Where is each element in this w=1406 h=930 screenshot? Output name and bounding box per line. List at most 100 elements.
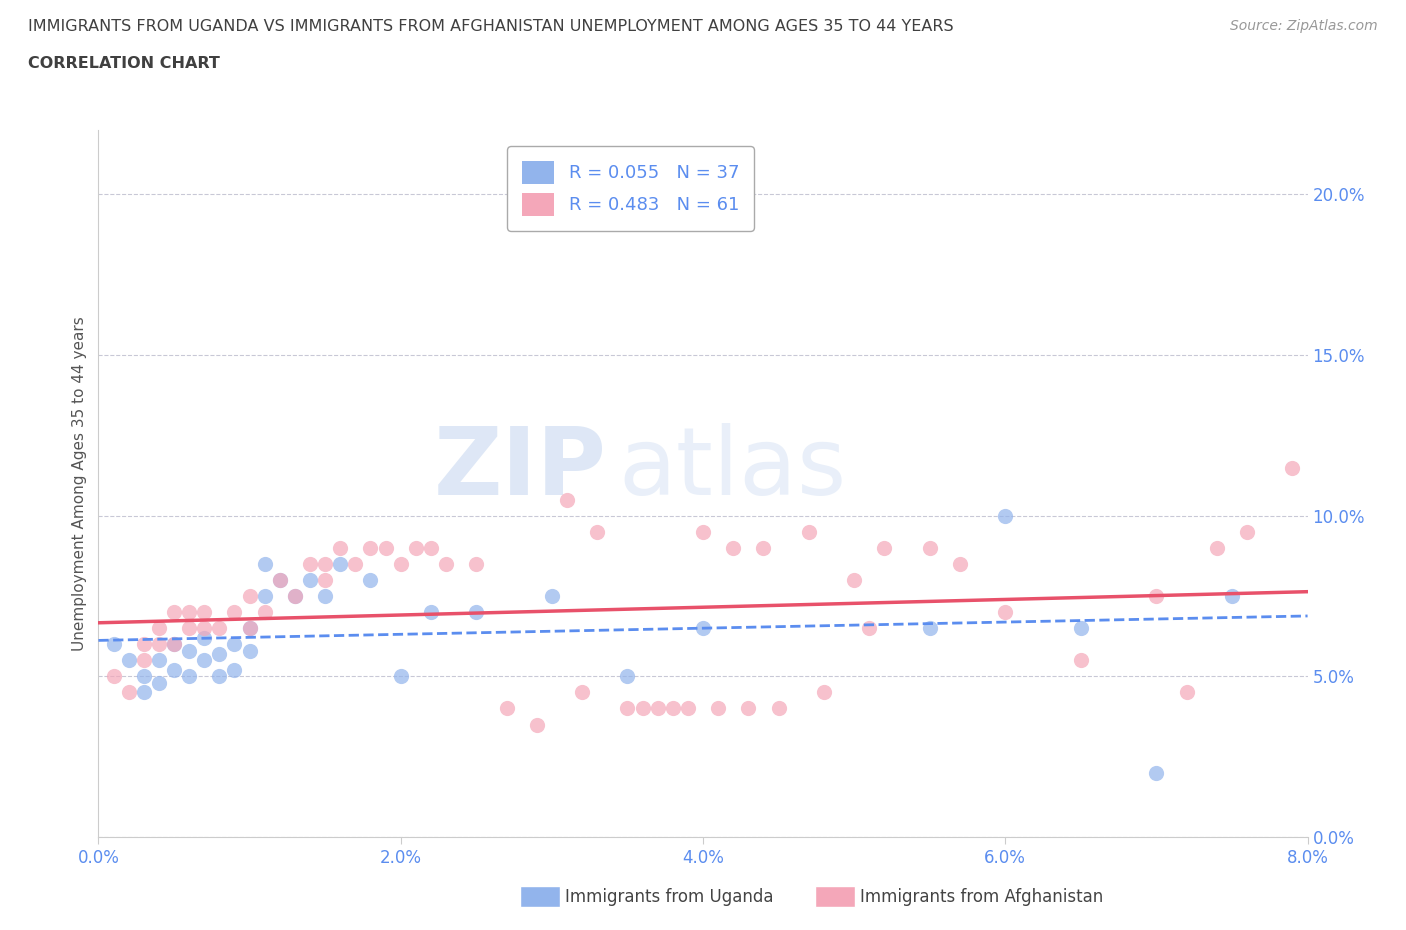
Point	[420, 604, 443, 619]
Text: Immigrants from Afghanistan: Immigrants from Afghanistan	[860, 887, 1104, 906]
Point	[163, 637, 186, 652]
Point	[873, 540, 896, 555]
Point	[193, 631, 215, 645]
Point	[813, 685, 835, 700]
Point	[224, 637, 246, 652]
Point	[797, 525, 820, 539]
Point	[284, 589, 307, 604]
Point	[253, 589, 276, 604]
Point	[676, 701, 699, 716]
Point	[299, 573, 322, 588]
Point	[132, 669, 155, 684]
Point	[994, 604, 1017, 619]
Point	[1146, 589, 1168, 604]
Point	[208, 620, 231, 635]
Point	[1070, 653, 1092, 668]
Text: ZIP: ZIP	[433, 423, 606, 515]
Point	[844, 573, 866, 588]
Point	[253, 604, 276, 619]
Point	[132, 685, 155, 700]
Point	[193, 653, 215, 668]
Point	[269, 573, 291, 588]
Y-axis label: Unemployment Among Ages 35 to 44 years: Unemployment Among Ages 35 to 44 years	[72, 316, 87, 651]
Point	[555, 492, 578, 507]
Point	[692, 620, 714, 635]
Point	[465, 604, 488, 619]
Point	[224, 662, 246, 677]
Point	[1175, 685, 1198, 700]
Point	[239, 589, 262, 604]
Point	[752, 540, 775, 555]
Point	[224, 604, 246, 619]
Point	[707, 701, 730, 716]
Point	[768, 701, 790, 716]
Point	[1281, 460, 1303, 475]
Point	[586, 525, 609, 539]
Point	[193, 620, 215, 635]
Text: atlas: atlas	[619, 423, 846, 515]
Legend: R = 0.055   N = 37, R = 0.483   N = 61: R = 0.055 N = 37, R = 0.483 N = 61	[508, 146, 754, 231]
Point	[148, 653, 170, 668]
Point	[163, 662, 186, 677]
Point	[344, 556, 367, 571]
Point	[389, 556, 412, 571]
Point	[1146, 765, 1168, 780]
Point	[737, 701, 759, 716]
Point	[118, 685, 141, 700]
Point	[420, 540, 443, 555]
Point	[314, 556, 336, 571]
Point	[541, 589, 564, 604]
Point	[949, 556, 972, 571]
Point	[208, 646, 231, 661]
Point	[360, 540, 382, 555]
Point	[526, 717, 548, 732]
Point	[239, 620, 262, 635]
Point	[918, 540, 941, 555]
Point	[647, 701, 669, 716]
Point	[329, 540, 352, 555]
Point	[329, 556, 352, 571]
Text: CORRELATION CHART: CORRELATION CHART	[28, 56, 219, 71]
Point	[314, 589, 336, 604]
Point	[405, 540, 427, 555]
Point	[163, 604, 186, 619]
Point	[723, 540, 745, 555]
Point	[692, 525, 714, 539]
Point	[132, 637, 155, 652]
Point	[994, 509, 1017, 524]
Point	[616, 669, 638, 684]
Point	[103, 669, 125, 684]
Point	[239, 644, 262, 658]
Point	[616, 701, 638, 716]
Point	[103, 637, 125, 652]
Point	[1236, 525, 1258, 539]
Point	[631, 701, 654, 716]
Point	[299, 556, 322, 571]
Text: Immigrants from Uganda: Immigrants from Uganda	[565, 887, 773, 906]
Point	[193, 604, 215, 619]
Text: Source: ZipAtlas.com: Source: ZipAtlas.com	[1230, 19, 1378, 33]
Point	[284, 589, 307, 604]
Point	[374, 540, 396, 555]
Point	[1220, 589, 1243, 604]
Point	[662, 701, 685, 716]
Point	[434, 556, 457, 571]
Point	[208, 669, 231, 684]
Point	[1070, 620, 1092, 635]
Point	[314, 573, 336, 588]
Point	[571, 685, 593, 700]
Point	[148, 620, 170, 635]
Point	[179, 620, 201, 635]
Point	[918, 620, 941, 635]
Point	[118, 653, 141, 668]
Point	[179, 669, 201, 684]
Point	[389, 669, 412, 684]
Point	[253, 556, 276, 571]
Point	[179, 604, 201, 619]
Point	[148, 637, 170, 652]
Point	[465, 556, 488, 571]
Point	[360, 573, 382, 588]
Point	[163, 637, 186, 652]
Point	[132, 653, 155, 668]
Point	[495, 701, 517, 716]
